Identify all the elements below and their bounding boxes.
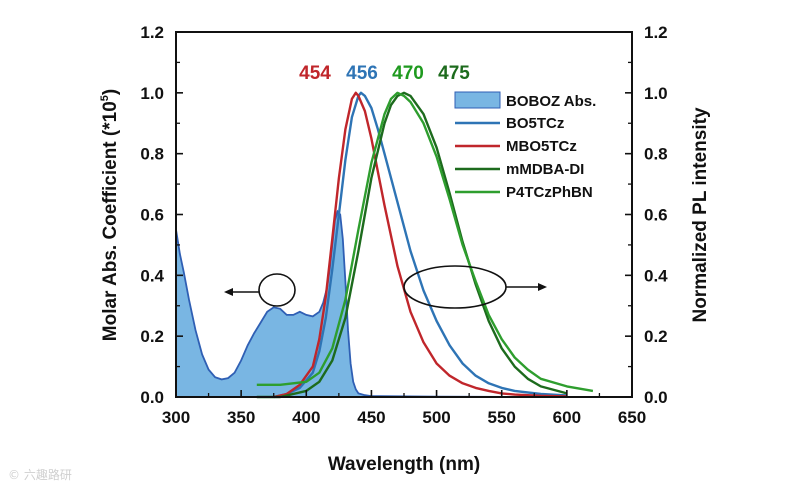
y-right-tick-label: 0.2 xyxy=(644,327,668,346)
annotation-abs-pointer xyxy=(224,273,296,307)
plot-frame xyxy=(175,31,633,398)
annotation-pl-pointer xyxy=(403,265,547,309)
abs-ellipse xyxy=(258,273,296,307)
x-tick-label: 500 xyxy=(422,408,450,427)
peak-label-475: 475 xyxy=(438,63,470,84)
peak-label-454: 454 xyxy=(299,63,331,84)
axes: 300 350 400 450 500 550 600 6500.00.20.40.60.81… xyxy=(140,23,668,427)
series-line-bo5tcz xyxy=(273,91,567,399)
y-axis-title-right: Normalized PL intensity xyxy=(690,107,711,322)
y-axis-title-left: Molar Abs. Coefficient (*105) xyxy=(99,89,121,341)
right-arrow-head xyxy=(538,283,547,291)
peak-label-456: 456 xyxy=(346,63,378,84)
y-left-tick-label: 0.0 xyxy=(140,388,164,407)
y-left-tick-label: 0.4 xyxy=(140,266,164,285)
x-tick-label: 350 xyxy=(227,408,255,427)
y-right-tick-label: 1.0 xyxy=(644,84,668,103)
watermark: © 六趣路研 xyxy=(8,468,72,482)
y-left-tick-label: 0.2 xyxy=(140,327,164,346)
plot-fills xyxy=(175,209,567,398)
plot-lines xyxy=(256,91,594,399)
x-axis-title: Wavelength (nm) xyxy=(328,454,480,475)
peak-labels: 454 456 470 475 xyxy=(299,63,470,84)
y-left-tick-label: 1.0 xyxy=(140,84,164,103)
legend-label-mmdba-di: mMDBA-DI xyxy=(506,161,584,178)
legend: BOBOZ Abs. BO5TCz MBO5TCz mMDBA-DI P4TCz… xyxy=(454,91,596,201)
series-outline-boboz-abs xyxy=(175,209,567,398)
y-right-tick-label: 0.4 xyxy=(644,266,668,285)
x-tick-label: 400 xyxy=(292,408,320,427)
y-right-tick-label: 1.2 xyxy=(644,23,668,42)
x-tick-label: 650 xyxy=(618,408,646,427)
y-right-tick-label: 0.8 xyxy=(644,145,668,164)
y-left-tick-label: 0.6 xyxy=(140,206,164,225)
pl-ellipse xyxy=(403,265,507,309)
series-area-boboz-abs xyxy=(176,211,567,397)
peak-label-470: 470 xyxy=(392,63,424,84)
legend-swatch-boboz xyxy=(454,91,501,109)
left-arrow-head xyxy=(224,288,233,296)
legend-label-mbo5tcz: MBO5TCz xyxy=(506,138,577,155)
series-line-mmdba-di xyxy=(256,91,568,399)
legend-label-boboz: BOBOZ Abs. xyxy=(506,93,596,110)
y-right-tick-label: 0.6 xyxy=(644,206,668,225)
x-tick-label: 450 xyxy=(357,408,385,427)
y-right-tick-label: 0.0 xyxy=(644,388,668,407)
x-tick-label: 600 xyxy=(553,408,581,427)
y-left-tick-label: 1.2 xyxy=(140,23,164,42)
series-line-p4tczphbn xyxy=(256,91,594,393)
y-left-tick-label: 0.8 xyxy=(140,145,164,164)
x-tick-label: 550 xyxy=(488,408,516,427)
x-tick-label: 300 xyxy=(162,408,190,427)
legend-label-bo5tcz: BO5TCz xyxy=(506,115,564,132)
legend-label-p4tczphbn: P4TCzPhBN xyxy=(506,184,593,201)
